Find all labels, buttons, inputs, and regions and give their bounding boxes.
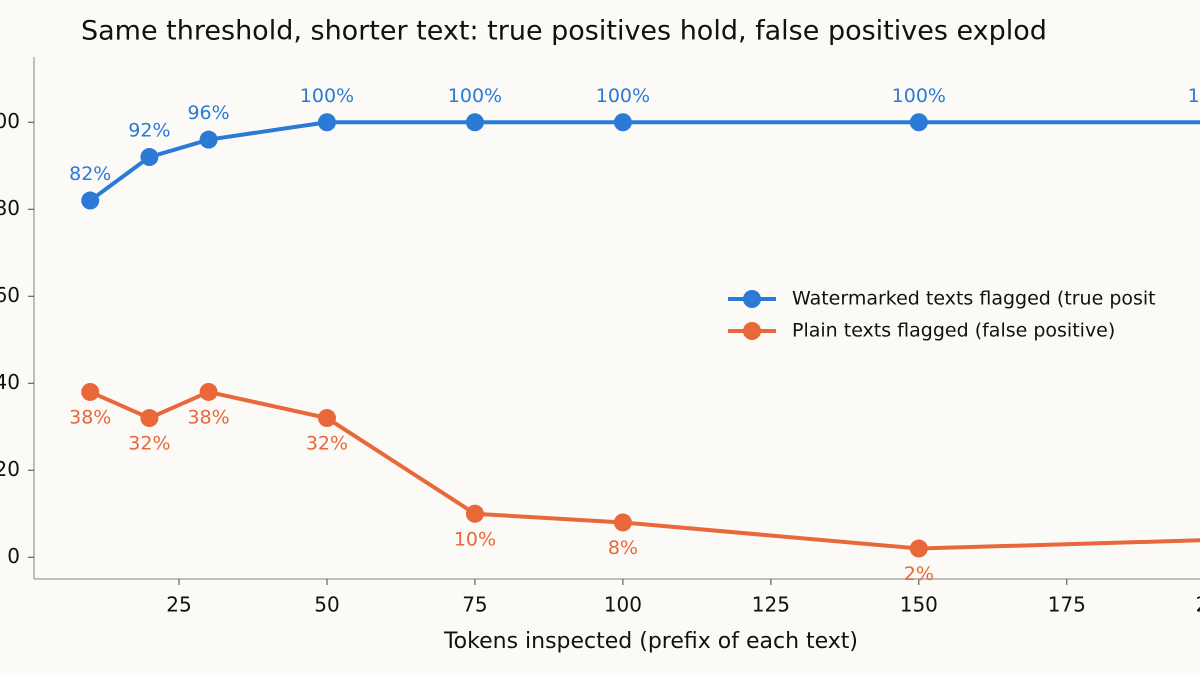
legend-label: Watermarked texts flagged (true posit	[792, 288, 1156, 310]
data-point	[465, 504, 484, 523]
data-label: 82%	[69, 163, 111, 185]
series-line	[89, 389, 1200, 551]
y-tick-label: 100	[0, 109, 20, 133]
data-label: 92%	[128, 120, 170, 142]
data-label: 10%	[454, 528, 496, 550]
data-label: 100%	[1188, 85, 1200, 107]
data-label: 38%	[69, 406, 111, 428]
data-point	[81, 382, 100, 401]
chart-title: Same threshold, shorter text: true posit…	[81, 16, 1047, 47]
x-tick-label: 200	[1196, 593, 1200, 617]
legend-marker	[743, 290, 761, 308]
x-tick-label: 100	[604, 593, 642, 617]
data-point	[909, 539, 928, 558]
data-point	[140, 148, 159, 167]
x-tick-label: 75	[462, 593, 487, 617]
data-label: 100%	[596, 85, 650, 107]
data-label: 96%	[187, 102, 229, 124]
x-axis-label: Tokens inspected (prefix of each text)	[443, 629, 858, 654]
data-label: 2%	[904, 563, 934, 585]
y-tick-label: 80	[0, 196, 20, 220]
y-tick-label: 0	[7, 544, 20, 568]
data-point	[465, 113, 484, 132]
y-tick-label: 40	[0, 370, 20, 394]
data-label: 32%	[306, 433, 348, 455]
data-label: 8%	[608, 537, 638, 559]
x-tick-label: 50	[314, 593, 339, 617]
data-point	[140, 409, 159, 428]
data-point	[613, 113, 632, 132]
data-point	[81, 191, 100, 210]
x-tick-label: 25	[166, 593, 191, 617]
data-label: 38%	[187, 406, 229, 428]
data-point	[613, 513, 632, 532]
x-tick-label: 175	[1048, 593, 1086, 617]
legend-label: Plain texts flagged (false positive)	[792, 320, 1115, 342]
series-line	[89, 120, 1200, 203]
data-point	[199, 130, 218, 149]
data-point	[199, 382, 218, 401]
data-label: 32%	[128, 433, 170, 455]
data-point	[317, 409, 336, 428]
legend-marker	[743, 322, 761, 340]
x-tick-label: 150	[900, 593, 938, 617]
data-label: 100%	[892, 85, 946, 107]
y-tick-label: 60	[0, 283, 20, 307]
data-point	[317, 113, 336, 132]
data-label: 100%	[300, 85, 354, 107]
y-tick-label: 20	[0, 457, 20, 481]
data-label: 100%	[448, 85, 502, 107]
x-tick-label: 125	[752, 593, 790, 617]
data-point	[909, 113, 928, 132]
